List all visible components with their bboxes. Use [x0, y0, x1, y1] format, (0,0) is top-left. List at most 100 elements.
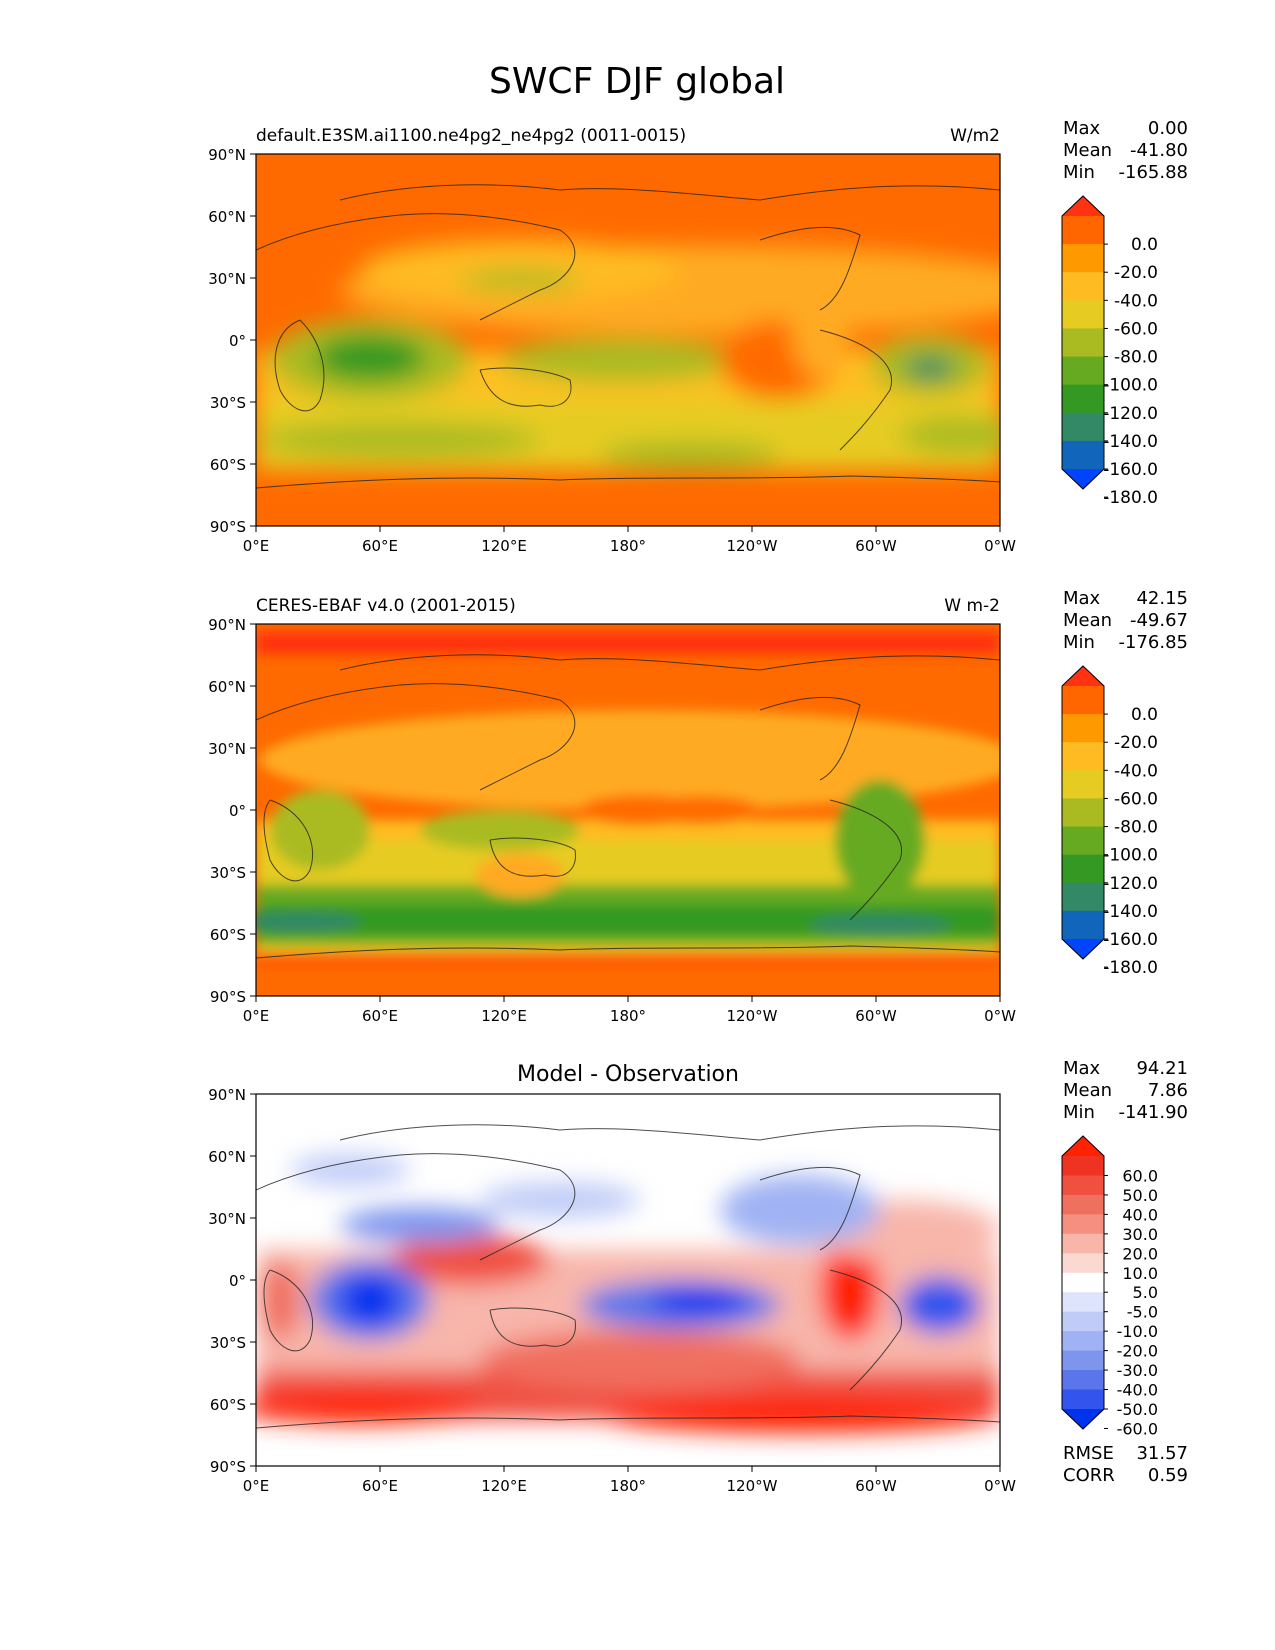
- colorbar-label: 30.0: [1122, 1225, 1158, 1244]
- lon-tick-label: 0°E: [243, 1007, 270, 1025]
- lat-tick-label: 60°S: [210, 1396, 246, 1414]
- colorbar-label: -10.0: [1117, 1322, 1158, 1341]
- model-field-map: [256, 154, 1000, 526]
- difference-field-map: [256, 1094, 1000, 1466]
- stat-label: Mean: [1063, 140, 1112, 161]
- colorbar-bin: [1062, 300, 1104, 329]
- figure-title: SWCF DJF global: [489, 61, 785, 102]
- extra-stat-value: 31.57: [1136, 1443, 1188, 1464]
- panel-observation: CERES-EBAF v4.0 (2001-2015) W m-2 90°N 60…: [208, 588, 1188, 1025]
- colorbar-label: -40.0: [1114, 761, 1158, 781]
- colorbar-label: 0.0: [1131, 705, 1158, 725]
- lon-tick-label: 120°E: [481, 537, 527, 555]
- stat-value: 0.00: [1148, 118, 1188, 139]
- colorbar-label: -100.0: [1103, 376, 1158, 396]
- colorbar-bin: [1062, 216, 1104, 245]
- observation-lon-axis: 0°E 60°E 120°E 180° 120°W 60°W 0°W: [243, 996, 1016, 1025]
- colorbar-label: -160.0: [1103, 930, 1158, 950]
- lat-tick-label: 90°N: [208, 616, 246, 634]
- lon-tick-label: 0°W: [984, 1477, 1016, 1495]
- colorbar-label: -30.0: [1117, 1361, 1158, 1380]
- difference-lat-axis: 90°N 60°N 30°N 0° 30°S 60°S 90°S: [208, 1086, 256, 1476]
- model-stats: Max 0.00 Mean -41.80 Min -165.88: [1063, 118, 1188, 183]
- observation-left-label: CERES-EBAF v4.0 (2001-2015): [256, 596, 516, 616]
- colorbar-label: -80.0: [1114, 348, 1158, 368]
- lon-tick-label: 180°: [610, 537, 646, 555]
- lat-tick-label: 60°N: [208, 678, 246, 696]
- stat-label: Max: [1063, 1058, 1101, 1079]
- stat-value: 94.21: [1136, 1058, 1188, 1079]
- lat-tick-label: 60°S: [210, 926, 246, 944]
- model-right-label: W/m2: [950, 126, 1000, 146]
- lat-tick-label: 30°S: [210, 1334, 246, 1352]
- lon-tick-label: 0°W: [984, 1007, 1016, 1025]
- colorbar-bin: [1062, 1214, 1104, 1235]
- lat-tick-label: 30°N: [208, 1210, 246, 1228]
- observation-lat-axis: 90°N 60°N 30°N 0° 30°S 60°S 90°S: [208, 616, 256, 1006]
- colorbar-label: -20.0: [1114, 733, 1158, 753]
- lat-tick-label: 0°: [229, 1272, 246, 1290]
- colorbar-bin: [1062, 826, 1104, 856]
- stat-label: Min: [1063, 1102, 1095, 1123]
- colorbar-bin: [1062, 1350, 1104, 1371]
- lon-tick-label: 0°E: [243, 1477, 270, 1495]
- colorbar-bin: [1062, 440, 1104, 470]
- observation-field-map: [256, 624, 1000, 996]
- colorbar-bin: [1062, 854, 1104, 884]
- colorbar-extend-min: [1062, 939, 1104, 959]
- stat-label: Mean: [1063, 610, 1112, 631]
- stat-value: -41.80: [1130, 140, 1188, 161]
- colorbar-label: -160.0: [1103, 460, 1158, 480]
- lon-tick-label: 60°W: [855, 1477, 897, 1495]
- lon-tick-label: 0°E: [243, 537, 270, 555]
- colorbar-label: 40.0: [1122, 1205, 1158, 1224]
- colorbar-bin: [1062, 1389, 1104, 1410]
- lat-tick-label: 60°S: [210, 456, 246, 474]
- colorbar-extend-min: [1062, 1409, 1104, 1429]
- colorbar-label: -100.0: [1103, 846, 1158, 866]
- stat-label: Min: [1063, 162, 1095, 183]
- difference-center-title: Model - Observation: [517, 1062, 739, 1087]
- colorbar-bin: [1062, 412, 1104, 442]
- colorbar-label: -180.0: [1103, 488, 1158, 508]
- colorbar-bin: [1062, 1233, 1104, 1254]
- stat-value: -49.67: [1130, 610, 1188, 631]
- colorbar-label: 0.0: [1131, 235, 1158, 255]
- lat-tick-label: 0°: [229, 802, 246, 820]
- colorbar-bin: [1062, 272, 1104, 301]
- colorbar-bin: [1062, 244, 1104, 273]
- lat-tick-label: 30°N: [208, 740, 246, 758]
- colorbar-label: -40.0: [1114, 291, 1158, 311]
- colorbar-label: -120.0: [1103, 404, 1158, 424]
- observation-stats: Max 42.15 Mean -49.67 Min -176.85: [1063, 588, 1188, 653]
- panel-model: default.E3SM.ai1100.ne4pg2_ne4pg2 (0011-…: [208, 118, 1188, 555]
- difference-extra-stats: RMSE 31.57 CORR 0.59: [1063, 1443, 1188, 1486]
- colorbar-bin: [1062, 742, 1104, 771]
- colorbar-bin: [1062, 910, 1104, 940]
- lat-tick-label: 90°N: [208, 146, 246, 164]
- observation-colorbar: 0.0 -20.0 -40.0 -60.0 -80.0 -100.0 -120.0 -140.…: [1061, 665, 1158, 978]
- colorbar-bin: [1062, 1370, 1104, 1391]
- colorbar-label: -120.0: [1103, 874, 1158, 894]
- stat-value: -176.85: [1119, 632, 1188, 653]
- colorbar-label: -50.0: [1117, 1400, 1158, 1419]
- colorbar-label: -60.0: [1117, 1419, 1158, 1438]
- colorbar-bin: [1062, 1311, 1104, 1332]
- lon-tick-label: 120°W: [727, 1477, 778, 1495]
- colorbar-label: -5.0: [1127, 1303, 1158, 1322]
- extra-stat-value: 0.59: [1148, 1465, 1188, 1486]
- colorbar-extend-max: [1062, 196, 1104, 216]
- lon-tick-label: 120°E: [481, 1007, 527, 1025]
- lat-tick-label: 30°S: [210, 864, 246, 882]
- model-colorbar: 0.0 -20.0 -40.0 -60.0 -80.0 -100.0 -120.0 -140.…: [1061, 195, 1158, 508]
- colorbar-label: -140.0: [1103, 432, 1158, 452]
- colorbar-label: -20.0: [1114, 263, 1158, 283]
- stat-label: Min: [1063, 632, 1095, 653]
- colorbar-bin: [1062, 1253, 1104, 1274]
- lat-tick-label: 90°S: [210, 1458, 246, 1476]
- colorbar-label: -40.0: [1117, 1381, 1158, 1400]
- observation-right-label: W m-2: [944, 596, 1000, 616]
- stat-label: Max: [1063, 118, 1101, 139]
- lon-tick-label: 120°W: [727, 1007, 778, 1025]
- lon-tick-label: 60°E: [362, 1007, 398, 1025]
